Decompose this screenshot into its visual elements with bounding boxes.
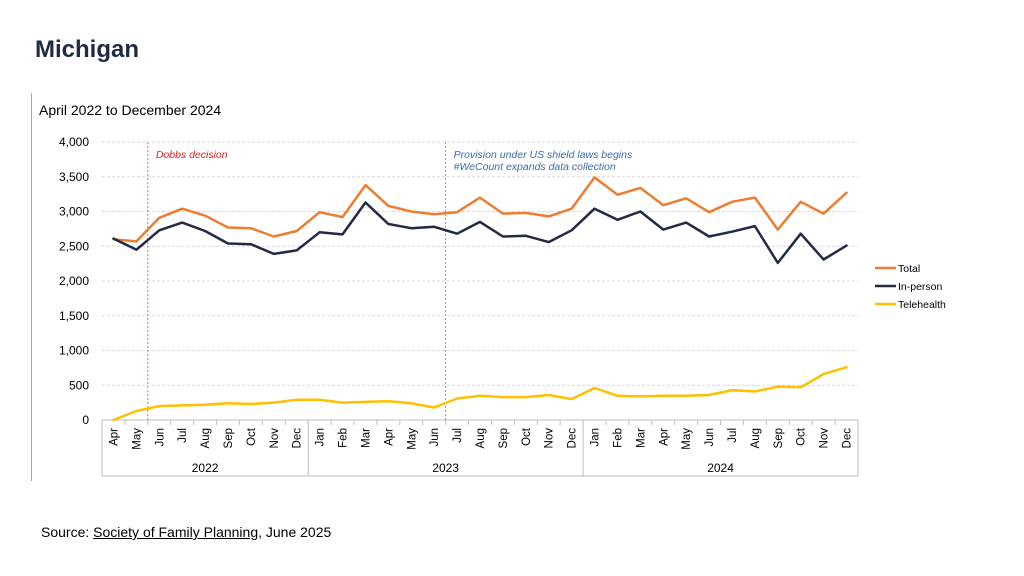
month-label: Mar (360, 428, 372, 448)
month-label: Nov (544, 428, 556, 449)
year-label: 2022 (192, 461, 219, 475)
legend-label-in-person: In-person (898, 281, 943, 293)
legend-label-telehealth: Telehealth (898, 299, 946, 311)
month-label: Jan (315, 428, 327, 447)
series-line-telehealth (112, 365, 848, 422)
month-label: Feb (338, 428, 350, 448)
month-label: Aug (750, 428, 762, 448)
month-label: Mar (635, 428, 647, 448)
month-label: Dec (567, 428, 579, 449)
month-label: Jul (727, 428, 739, 443)
month-label: Jun (429, 428, 441, 447)
series-line-total (112, 176, 848, 243)
month-label: Oct (246, 427, 258, 446)
month-label: Jan (590, 428, 602, 447)
month-label: May (131, 428, 143, 450)
month-label: Jul (452, 428, 464, 443)
y-tick-label: 1,000 (59, 344, 89, 358)
month-label: May (681, 428, 693, 450)
month-label: Sep (773, 428, 785, 448)
month-label: Sep (498, 428, 510, 448)
month-label: Apr (383, 428, 395, 446)
y-tick-label: 1,500 (59, 309, 89, 323)
page-title: Michigan (35, 36, 140, 63)
y-tick-label: 0 (82, 413, 89, 427)
month-label: Jul (177, 428, 189, 443)
source-link[interactable]: Society of Family Planning (93, 524, 259, 540)
month-label: Jun (154, 428, 166, 447)
y-tick-label: 3,500 (59, 170, 89, 184)
y-tick-label: 3,000 (59, 205, 89, 219)
year-label: 2024 (707, 461, 734, 475)
month-label: May (406, 428, 418, 450)
month-label: Aug (200, 428, 212, 448)
source-line: Source: Society of Family Planning, June… (41, 524, 331, 540)
annotation-text-2: #WeCount expands data collection (454, 161, 616, 173)
month-label: Sep (223, 428, 235, 448)
left-divider (31, 93, 32, 481)
y-tick-label: 500 (69, 378, 89, 392)
month-label: Oct (521, 427, 533, 446)
month-label: Nov (269, 428, 281, 449)
month-label: Apr (108, 428, 120, 446)
month-label: Dec (292, 428, 304, 449)
month-label: Apr (658, 428, 670, 446)
series-line-in-person (112, 201, 848, 265)
source-prefix: Source: (41, 524, 94, 540)
month-label: Jun (704, 428, 716, 447)
year-label: 2023 (432, 461, 459, 475)
legend-label-total: Total (898, 263, 920, 275)
y-tick-label: 2,000 (59, 274, 89, 288)
month-label: Aug (475, 428, 487, 448)
line-chart: April 2022 to December 2024 0 500 1,000 1,50… (32, 96, 972, 486)
month-label: Dec (842, 428, 854, 449)
y-tick-label: 2,500 (59, 239, 89, 253)
month-label: Nov (819, 428, 831, 449)
chart-svg: April 2022 to December 2024 0 500 1,000 1,50… (39, 102, 946, 477)
annotation-text: Dobbs decision (156, 149, 228, 161)
y-tick-label: 4,000 (59, 135, 89, 149)
month-label: Oct (796, 427, 808, 446)
annotation-text: Provision under US shield laws begins (454, 149, 633, 161)
source-suffix: , June 2025 (258, 524, 332, 540)
chart-title: April 2022 to December 2024 (39, 102, 221, 118)
month-label: Feb (612, 428, 624, 448)
